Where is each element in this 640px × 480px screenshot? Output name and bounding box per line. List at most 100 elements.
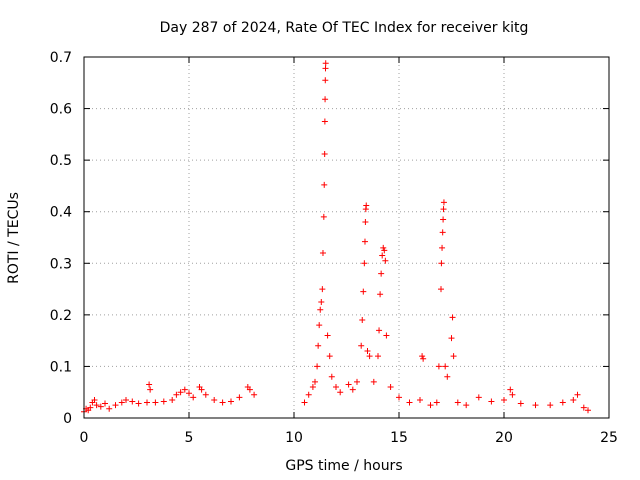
data-point	[144, 399, 150, 406]
data-point	[190, 394, 197, 401]
data-point	[448, 335, 455, 342]
data-point	[370, 378, 377, 385]
data-point	[438, 286, 444, 293]
data-point	[359, 317, 366, 324]
data-point	[507, 386, 514, 393]
x-tick-label: 15	[390, 430, 408, 446]
data-point	[106, 405, 113, 412]
data-point	[361, 238, 368, 245]
data-point	[152, 399, 159, 406]
data-point	[406, 399, 413, 406]
data-point	[322, 77, 329, 84]
data-point	[354, 378, 360, 385]
data-point	[377, 291, 384, 298]
data-point	[211, 396, 218, 403]
data-point	[160, 398, 167, 405]
data-point	[324, 332, 331, 339]
data-point	[378, 270, 385, 277]
data-point	[173, 391, 180, 398]
data-point	[381, 247, 388, 254]
y-tick-label: 0.1	[50, 359, 72, 375]
data-point	[360, 288, 367, 295]
data-point	[177, 389, 184, 396]
data-point	[314, 363, 321, 370]
data-point	[219, 399, 226, 406]
data-points	[81, 60, 591, 415]
x-tick-label: 20	[495, 430, 513, 446]
data-point	[449, 314, 456, 321]
data-point	[417, 396, 423, 403]
data-point	[559, 399, 566, 406]
data-point	[186, 390, 192, 397]
data-point	[419, 353, 426, 360]
data-point	[318, 298, 325, 305]
data-point	[317, 306, 324, 313]
data-point	[585, 407, 591, 414]
data-point	[301, 399, 308, 406]
data-point	[488, 398, 495, 405]
data-point	[246, 386, 253, 393]
data-point	[366, 353, 373, 360]
data-point	[509, 391, 516, 398]
data-point	[135, 400, 142, 407]
y-tick-label: 0.2	[50, 308, 72, 324]
data-point	[442, 363, 449, 370]
data-point	[363, 202, 370, 209]
data-point	[169, 396, 176, 403]
data-point	[322, 96, 329, 103]
data-point	[146, 381, 153, 388]
data-point	[91, 396, 98, 403]
data-point	[147, 386, 154, 393]
data-point	[463, 402, 470, 409]
data-point	[475, 394, 482, 401]
data-point	[361, 260, 368, 267]
data-point	[439, 244, 446, 251]
data-point	[383, 332, 390, 339]
x-tick-label: 5	[185, 430, 194, 446]
data-point	[97, 403, 104, 410]
data-point	[349, 386, 356, 393]
data-point	[322, 60, 329, 67]
data-point	[396, 394, 402, 401]
data-point	[129, 398, 136, 405]
data-point	[382, 257, 389, 264]
data-point	[375, 353, 381, 360]
data-point	[305, 391, 312, 398]
data-point	[440, 199, 447, 206]
data-point	[326, 353, 333, 360]
data-point	[236, 394, 243, 401]
x-tick-label: 10	[285, 430, 303, 446]
data-point	[312, 378, 318, 385]
y-tick-label: 0.7	[50, 50, 72, 66]
y-tick-label: 0.4	[50, 205, 72, 221]
data-point	[580, 404, 587, 411]
data-point	[345, 381, 352, 388]
plot-frame	[83, 56, 610, 419]
data-point	[444, 373, 451, 380]
data-point	[202, 391, 209, 398]
data-point	[420, 355, 427, 362]
data-point	[380, 244, 387, 251]
data-point	[315, 342, 322, 349]
data-point	[440, 216, 447, 223]
data-point	[379, 252, 386, 259]
data-point	[364, 347, 371, 354]
data-point	[454, 399, 461, 406]
data-point	[118, 399, 125, 406]
data-point	[319, 249, 326, 256]
y-axis-label: ROTI / TECUs	[6, 192, 22, 284]
y-tick-label: 0.3	[50, 256, 72, 272]
x-tick-label: 0	[80, 430, 89, 446]
data-point	[319, 286, 326, 293]
data-point	[358, 342, 365, 349]
data-point	[328, 373, 335, 380]
data-point	[251, 391, 258, 398]
data-point	[309, 384, 316, 391]
data-point	[320, 213, 327, 220]
data-point	[321, 181, 328, 188]
y-tick-label: 0	[63, 411, 72, 427]
data-point	[570, 396, 577, 403]
data-point	[517, 400, 524, 407]
data-point	[376, 327, 383, 334]
data-point	[362, 219, 369, 226]
